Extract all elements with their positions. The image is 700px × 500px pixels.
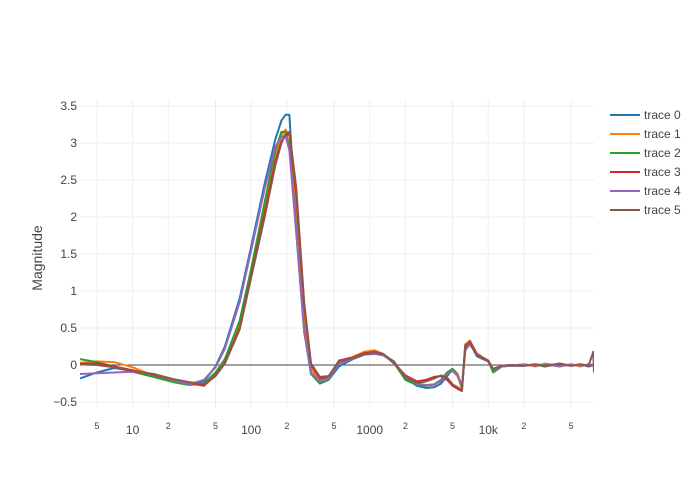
x-tick-label: 1000 [356,423,383,437]
x-minor-tick-label: 2 [403,421,408,431]
series-layer [80,113,594,392]
y-tick-label: −0.5 [53,395,77,409]
legend-label: trace 4 [644,184,681,198]
legend-label: trace 3 [644,165,681,179]
x-tick-label: 100 [241,423,261,437]
x-minor-tick-label: 2 [284,421,289,431]
legend-label: trace 0 [644,108,681,122]
y-axis-title: Magnitude [29,225,45,291]
y-axis: −0.5 0 0.5 1 1.5 2 2.5 3 3.5 [53,99,77,409]
x-minor-tick-label: 5 [332,421,337,431]
x-minor-tick-label: 5 [569,421,574,431]
y-tick-label: 3.5 [60,99,77,113]
legend-item-3[interactable]: trace 3 [610,165,681,179]
legend-item-4[interactable]: trace 4 [610,184,681,198]
y-tick-label: 2 [70,210,77,224]
y-tick-label: 2.5 [60,173,77,187]
x-minor-tick-label: 5 [213,421,218,431]
y-tick-label: 0.5 [60,321,77,335]
x-minor-tick-label: 2 [521,421,526,431]
y-tick-label: 1.5 [60,247,77,261]
x-minor-tick-label: 5 [450,421,455,431]
y-tick-label: 0 [70,358,77,372]
legend-label: trace 5 [644,203,681,217]
x-tick-label: 10 [126,423,140,437]
legend-label: trace 1 [644,127,681,141]
y-tick-label: 1 [70,284,77,298]
legend-label: trace 2 [644,146,681,160]
legend-item-5[interactable]: trace 5 [610,203,681,217]
y-tick-label: 3 [70,136,77,150]
x-tick-label: 10k [479,423,499,437]
series-line-5[interactable] [80,130,594,392]
x-minor-tick-label: 5 [94,421,99,431]
legend-item-1[interactable]: trace 1 [610,127,681,141]
legend[interactable]: trace 0 trace 1 trace 2 trace 3 trace 4 trace… [610,108,681,217]
legend-item-2[interactable]: trace 2 [610,146,681,160]
x-minor-tick-label: 2 [166,421,171,431]
x-axis: 5 10 2 5 100 2 5 1000 2 5 10k 2 5 [94,421,573,437]
legend-item-0[interactable]: trace 0 [610,108,681,122]
